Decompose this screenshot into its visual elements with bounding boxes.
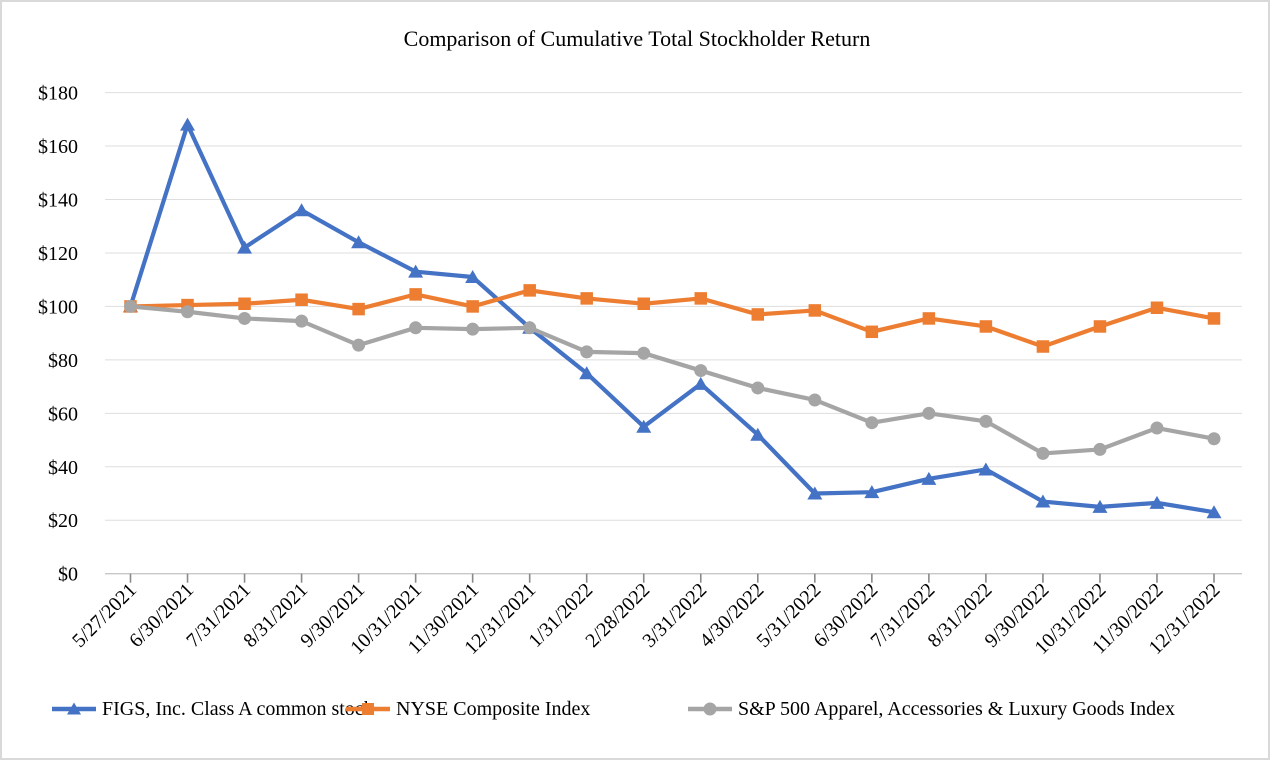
triangle-marker-icon [52, 702, 96, 715]
square-marker-icon [346, 703, 390, 715]
marker-nyse [751, 308, 765, 321]
marker-sp500-apparel [694, 364, 708, 378]
y-axis-label: $20 [48, 510, 78, 532]
marker-figs [1092, 499, 1108, 513]
y-axis-label: $120 [38, 243, 78, 265]
marker-nyse [694, 292, 708, 305]
marker-nyse [1093, 320, 1107, 333]
marker-figs [807, 486, 823, 500]
series-sp500-apparel [124, 299, 1221, 460]
marker-sp500-apparel [181, 305, 195, 319]
marker-sp500-apparel [1150, 421, 1164, 435]
marker-sp500-apparel [1036, 446, 1050, 460]
series-nyse [124, 284, 1221, 353]
marker-nyse [352, 302, 365, 316]
marker-sp500-apparel [637, 346, 651, 360]
marker-nyse [808, 304, 822, 317]
marker-figs [921, 471, 937, 485]
marker-sp500-apparel [352, 338, 366, 352]
y-axis-label: $60 [48, 403, 78, 425]
marker-figs [1206, 505, 1222, 519]
marker-sp500-apparel [865, 416, 879, 430]
marker-sp500-apparel [751, 381, 765, 395]
marker-nyse [580, 292, 593, 305]
marker-nyse [979, 320, 993, 333]
marker-sp500-apparel [580, 345, 594, 359]
series-line-figs [128, 122, 1217, 515]
marker-sp500-apparel [295, 314, 309, 328]
marker-nyse [523, 284, 536, 297]
marker-figs [294, 203, 310, 217]
legend-item-figs: FIGS, Inc. Class A common stock [52, 693, 374, 725]
marker-sp500-apparel [979, 414, 993, 428]
marker-nyse [637, 297, 650, 310]
marker-nyse [238, 297, 251, 310]
legend-label-figs: FIGS, Inc. Class A common stock [102, 697, 374, 720]
marker-nyse [922, 312, 936, 325]
marker-nyse [1036, 340, 1050, 353]
marker-nyse [1207, 312, 1221, 325]
marker-figs [1149, 495, 1165, 509]
marker-figs [750, 427, 766, 441]
y-axis-label: $80 [48, 350, 78, 372]
marker-figs [351, 235, 367, 249]
marker-figs [636, 419, 652, 433]
marker-figs [579, 366, 595, 380]
marker-sp500-apparel [409, 321, 423, 335]
marker-sp500-apparel [808, 393, 822, 407]
marker-sp500-apparel [1207, 432, 1221, 446]
legend-label-nyse: NYSE Composite Index [396, 697, 591, 720]
marker-sp500-apparel [238, 311, 252, 325]
legend-item-sp500-apparel: S&P 500 Apparel, Accessories & Luxury Go… [688, 693, 1175, 725]
marker-figs [1035, 494, 1051, 508]
marker-nyse [466, 300, 479, 313]
marker-figs [237, 240, 253, 254]
marker-nyse [409, 288, 422, 301]
marker-nyse [865, 325, 879, 339]
marker-sp500-apparel [466, 322, 480, 336]
marker-nyse [1150, 301, 1164, 315]
marker-figs [465, 270, 481, 284]
marker-sp500-apparel [124, 299, 137, 313]
y-axis-label: $180 [38, 83, 78, 105]
marker-nyse [295, 293, 308, 306]
circle-marker-icon [688, 702, 732, 716]
marker-figs [864, 485, 880, 499]
marker-figs [408, 264, 424, 278]
marker-figs [978, 462, 994, 476]
y-axis-label: $40 [48, 457, 78, 479]
series-line-nyse [128, 288, 1217, 349]
legend: FIGS, Inc. Class A common stock NYSE Com… [2, 693, 1270, 725]
legend-item-nyse: NYSE Composite Index [346, 693, 590, 725]
y-axis-label: $140 [38, 190, 78, 212]
marker-sp500-apparel [922, 406, 936, 420]
series-line-sp500-apparel [128, 304, 1217, 456]
marker-figs [693, 376, 709, 390]
series-figs [123, 117, 1222, 519]
legend-label-sp500-apparel: S&P 500 Apparel, Accessories & Luxury Go… [738, 697, 1175, 720]
y-axis-label: $100 [38, 296, 78, 318]
y-axis-label: $160 [38, 136, 78, 158]
marker-sp500-apparel [1093, 442, 1107, 456]
marker-sp500-apparel [523, 321, 537, 335]
marker-figs [180, 117, 196, 131]
chart-title: Comparison of Cumulative Total Stockhold… [403, 26, 871, 51]
y-axis-label: $0 [58, 564, 78, 586]
